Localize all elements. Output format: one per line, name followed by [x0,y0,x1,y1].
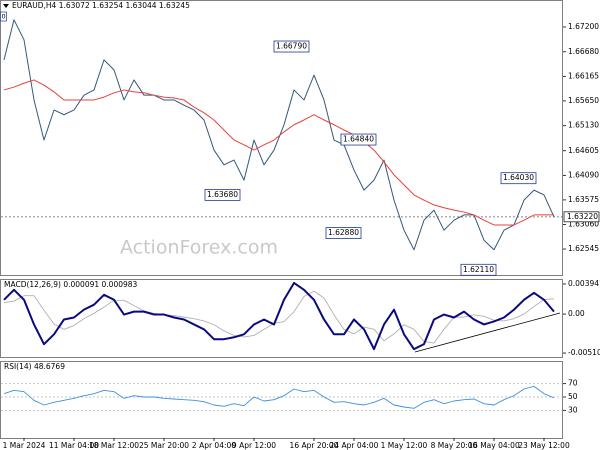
y-tick-label: 1.67200 [568,22,599,31]
annotation-box [273,40,310,53]
y-tick-label: 0.00 [568,309,585,318]
x-tick-label: 9 Apr 12:00 [232,441,276,450]
y-tick-label: 1.65130 [568,121,599,130]
y-tick-label: 30 [568,405,578,414]
x-tick-label: 11 Mar 04:00 [49,441,99,450]
series-line [3,281,555,351]
rsi-panel [0,361,563,439]
x-tick-label: 16 Apr 20:00 [290,441,339,450]
annotation-label: 1.66790 [276,42,307,51]
annotation-label: 1.64030 [503,173,534,182]
x-tick-label: 25 Mar 20:00 [139,441,189,450]
annotation-label: 1.62110 [463,265,494,274]
panel-title: RSI(14) 48.6769 [4,362,65,371]
y-tick-label: 0.003941 [568,279,600,288]
series-line [3,290,555,344]
annotation-box [204,188,241,201]
macd-panel [0,279,563,358]
y-tick-label: 1.62545 [568,244,599,253]
trend-line [414,312,561,353]
watermark: ActionForex.com [120,237,278,259]
x-tick-label: 16 May 04:00 [468,441,520,450]
last-price-box [563,211,600,223]
series-line [3,19,555,251]
y-tick-label: 1.65650 [568,96,599,105]
x-tick-label: 23 May 12:00 [518,441,570,450]
x-tick-label: 24 Apr 04:00 [330,441,379,450]
last-price-label: 1.63220 [567,212,598,221]
annotation-box [500,172,537,185]
y-tick-label: 1.64090 [568,170,599,179]
x-tick-label: 18 Mar 12:00 [89,441,139,450]
annotation-label: 1.63680 [207,190,238,199]
x-tick-label: 1 Mar 2024 [3,441,46,450]
x-tick-label: 2 Apr 04:00 [192,441,236,450]
menu-icon [3,4,9,8]
annotation-box [325,227,362,239]
y-tick-label: 1.63575 [568,195,599,204]
y-tick-label: 1.66165 [568,71,599,80]
y-tick-label: 50 [568,392,578,401]
corner-box [0,11,7,22]
y-tick-label: 1.66680 [568,47,599,56]
y-tick-label: -0.005103 [568,348,600,357]
x-tick-label: 8 May 20:00 [431,441,478,450]
annotation-label: 1.62880 [328,228,359,237]
x-tick-label: 1 May 12:00 [381,441,428,450]
series-line [3,79,554,226]
series-line [3,385,555,409]
annotation-label: 1.64840 [343,135,374,144]
y-tick-label: 1.64605 [568,146,599,155]
y-tick-label: 70 [568,379,578,388]
price-panel [0,0,563,276]
annotation-box [460,263,497,276]
corner-label: 0 [2,13,6,21]
panel-title: EURAUD,H4 1.63072 1.63254 1.63044 1.6324… [12,1,190,10]
y-tick-label: 1.63060 [568,219,599,228]
panel-title: MACD(12,26,9) 0.000091 0.000983 [4,280,138,289]
annotation-box [340,133,377,146]
